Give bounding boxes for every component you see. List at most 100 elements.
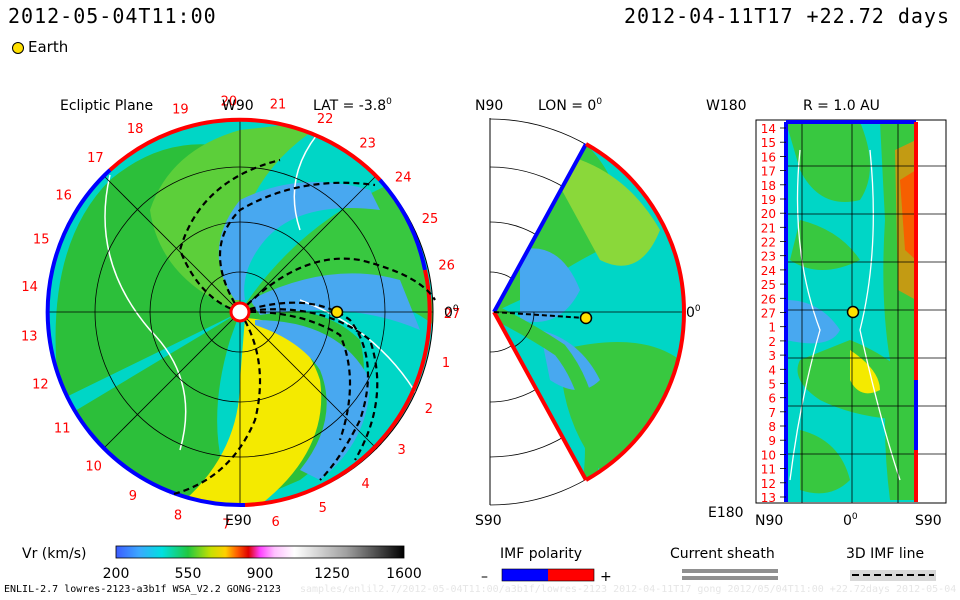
sphere-y-label: 23 [761, 250, 776, 264]
colorbar-tick-label: 200 [103, 566, 130, 582]
imf-polarity-minus: – [481, 569, 488, 585]
sphere-y-label: 10 [761, 448, 776, 462]
carrington-label: 22 [317, 112, 334, 127]
colorbar-tick-label: 900 [247, 566, 274, 582]
carrington-label: 23 [359, 137, 376, 152]
ecliptic-top-axis: W90 [222, 98, 254, 114]
colorbar [115, 545, 405, 559]
carrington-label: 15 [33, 232, 50, 247]
imf-line-title: 3D IMF line [846, 546, 924, 562]
sphere-y-label: 18 [761, 179, 776, 193]
sphere-y-labels: 1415161718192021222324252627123456789101… [761, 122, 786, 505]
carrington-label: 12 [32, 377, 49, 392]
carrington-label: 5 [319, 501, 327, 516]
carrington-label: 6 [271, 515, 279, 530]
ecliptic-bottom-axis: E90 [225, 513, 252, 529]
sphere-y-label: 19 [761, 193, 776, 207]
carrington-label: 4 [361, 477, 369, 492]
carrington-label: 25 [422, 212, 439, 227]
carrington-label: 8 [174, 509, 182, 524]
current-sheath-title: Current sheath [670, 546, 775, 562]
sphere-y-label: 15 [761, 136, 776, 150]
carrington-label: 20 [221, 94, 238, 109]
current-sheath-swatch-top [682, 569, 778, 573]
carrington-labels: 20 21222324252627123456789101112131415161… [21, 94, 460, 532]
sphere-y-label: 6 [768, 392, 776, 406]
footer-model: ENLIL-2.7 lowres-2123-a3b1f WSA_V2.2 GON… [4, 584, 281, 595]
sphere-y-label: 11 [761, 463, 776, 477]
sphere-y-label: 5 [768, 378, 776, 392]
carrington-label: 9 [129, 489, 137, 504]
sphere-y-label: 9 [768, 434, 776, 448]
earth-legend: Earth [12, 38, 68, 56]
carrington-label: 18 [127, 122, 144, 137]
sphere-bottom-n90: N90 [755, 513, 783, 529]
carrington-label: 2 [425, 402, 433, 417]
carrington-label: 26 [438, 258, 455, 273]
colorbar-tick-label: 550 [175, 566, 202, 582]
sphere-y-label: 24 [761, 264, 776, 278]
meridional-bottom-axis: S90 [475, 513, 502, 529]
sphere-bottom-s90: S90 [915, 513, 942, 529]
sphere-y-label: 3 [768, 349, 776, 363]
colorbar-tick-label: 1250 [314, 566, 350, 582]
earth-legend-label: Earth [28, 38, 69, 56]
carrington-label: 19 [172, 103, 189, 118]
colorbar-label: Vr (km/s) [22, 546, 86, 562]
current-sheath-swatch-bottom [682, 576, 778, 580]
earth-icon [12, 41, 24, 54]
sphere-y-label: 25 [761, 278, 776, 292]
carrington-label: 21 [270, 97, 287, 112]
ecliptic-right-axis: 00 [444, 304, 459, 321]
ecliptic-lat-label: LAT = -3.80 [313, 97, 392, 114]
carrington-label: 11 [54, 422, 71, 437]
footer-path: samples/enlil2.7/2012-05-04T11:00/a3b1f/… [300, 584, 957, 595]
imf-polarity-plus: + [600, 569, 612, 585]
colorbar-tick-label: 1600 [386, 566, 422, 582]
sphere-y-label: 17 [761, 165, 776, 179]
header-right-time: 2012-04-11T17 +22.72 days [623, 4, 950, 28]
sphere-bottom-zero: 00 [843, 512, 858, 529]
carrington-label: 3 [397, 443, 405, 458]
sphere-panel: 1415161718192021222324252627123456789101… [755, 119, 947, 505]
sphere-y-label: 14 [761, 122, 776, 136]
meridional-top-axis: N90 [475, 98, 503, 114]
carrington-label: 17 [87, 151, 104, 166]
sphere-y-label: 2 [768, 335, 776, 349]
ecliptic-panel: 20 21222324252627123456789101112131415161… [21, 94, 460, 532]
carrington-label: 13 [21, 329, 38, 344]
carrington-label: 14 [21, 280, 38, 295]
imf-polarity-pos-swatch [548, 569, 594, 581]
carrington-label: 10 [85, 459, 102, 474]
sphere-title: R = 1.0 AU [803, 98, 880, 114]
sphere-y-label: 16 [761, 150, 776, 164]
sphere-y-label: 22 [761, 236, 776, 250]
sphere-bottom-left: E180 [708, 505, 744, 521]
carrington-label: 24 [395, 171, 412, 186]
earth-marker-ecliptic [330, 305, 344, 319]
sphere-y-label: 8 [768, 420, 776, 434]
earth-marker-sphere [846, 305, 860, 319]
sphere-y-label: 13 [761, 491, 776, 505]
sphere-y-label: 21 [761, 221, 776, 235]
colorbar-ticks: 200 550 900 1250 1600 [103, 566, 422, 582]
sphere-y-label: 12 [761, 477, 776, 491]
imf-polarity-title: IMF polarity [500, 546, 582, 562]
sun-marker [229, 301, 251, 323]
carrington-label: 16 [55, 189, 72, 204]
ecliptic-title: Ecliptic Plane [60, 98, 153, 114]
carrington-label: 1 [442, 356, 450, 371]
carrington-label: 27 [444, 307, 461, 322]
meridional-lon-label: LON = 00 [538, 97, 602, 114]
meridional-panel [489, 118, 686, 506]
sphere-y-label: 20 [761, 207, 776, 221]
carrington-label: 7 [222, 518, 230, 533]
sphere-y-label: 26 [761, 292, 776, 306]
meridional-right-axis: 00 [686, 304, 701, 321]
sphere-y-label: 27 [761, 307, 776, 321]
header-left-time: 2012-05-04T11:00 [8, 4, 217, 28]
imf-line-swatch-bg [850, 570, 936, 581]
earth-marker-meridional [579, 311, 593, 325]
sphere-y-label: 1 [768, 321, 776, 335]
